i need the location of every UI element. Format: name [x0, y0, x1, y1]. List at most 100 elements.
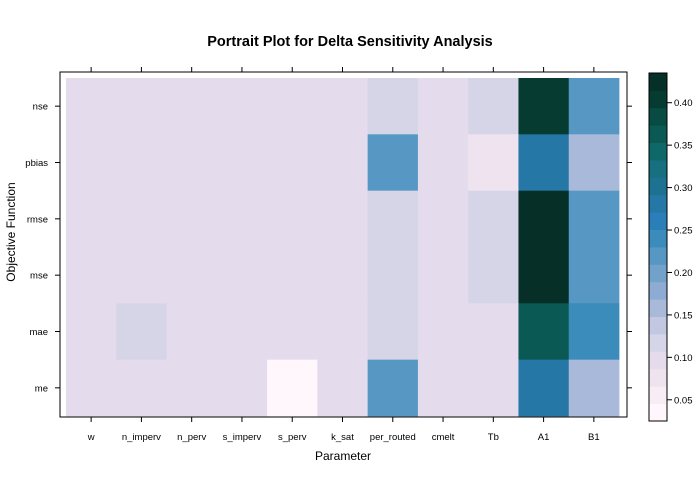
- heatmap-cell-mae-B1: [568, 303, 620, 361]
- heatmap-cell-rmse-s_perv: [267, 190, 318, 248]
- x-tick-label-k_sat: k_sat: [331, 432, 354, 443]
- x-tick-label-Tb: Tb: [488, 432, 499, 443]
- y-tick-label-nse: nse: [33, 102, 48, 113]
- heatmap-cell-mse-B1: [568, 247, 620, 304]
- colorbar-swatch: [649, 160, 667, 178]
- heatmap-cell-mae-A1: [518, 303, 570, 361]
- heatmap-cell-pbias-cmelt: [417, 134, 469, 192]
- colorbar-swatch: [649, 316, 667, 335]
- heatmap-cell-mae-s_perv: [267, 303, 318, 361]
- x-tick-label-s_perv: s_perv: [278, 432, 307, 443]
- heatmap-cell-rmse-cmelt: [417, 190, 469, 248]
- colorbar-tick-label: 0.35: [674, 141, 693, 152]
- heatmap-cell-mae-n_perv: [166, 303, 218, 361]
- heatmap-cell-rmse-per_routed: [367, 190, 419, 248]
- heatmap-cell-mse-k_sat: [317, 247, 369, 304]
- x-tick-label-A1: A1: [538, 432, 550, 443]
- heatmap-cell-me-n_perv: [166, 359, 218, 417]
- colorbar-tick-label: 0.20: [674, 268, 693, 279]
- heatmap-cell-me-k_sat: [317, 359, 369, 417]
- colorbar-swatch: [649, 368, 667, 387]
- heatmap-cell-me-n_imperv: [116, 359, 167, 417]
- x-tick-label-n_perv: n_perv: [177, 432, 206, 443]
- heatmap-cell-mae-per_routed: [367, 303, 419, 361]
- heatmap-cell-rmse-Tb: [468, 190, 519, 248]
- heatmap-cell-rmse-k_sat: [317, 190, 369, 248]
- heatmap-cell-nse-s_perv: [267, 78, 318, 135]
- colorbar-swatch: [649, 125, 667, 143]
- colorbar-swatch: [649, 351, 667, 370]
- heatmap-cell-nse-k_sat: [317, 78, 369, 135]
- colorbar-swatch: [649, 177, 667, 196]
- heatmap-area: w n_imperv n_perv s_imperv s_perv k_sat per_ro…: [25, 67, 632, 443]
- y-axis-label: Objective Function: [4, 182, 18, 281]
- heatmap-cell-mse-cmelt: [417, 247, 469, 304]
- heatmap-cell-me-w: [66, 359, 117, 417]
- y-tick-label-rmse: rmse: [27, 214, 48, 225]
- heatmap-cell-pbias-s_imperv: [216, 134, 268, 192]
- colorbar-tick-label: 0.05: [674, 395, 693, 406]
- heatmap-cell-pbias-per_routed: [367, 134, 419, 192]
- plot-frame: [59, 71, 628, 418]
- y-tick-label-mse: mse: [30, 271, 48, 282]
- x-tick-label-cmelt: cmelt: [432, 432, 455, 443]
- heatmap-cell-pbias-k_sat: [317, 134, 369, 192]
- heatmap-cell-nse-cmelt: [417, 78, 469, 135]
- colorbar-swatch: [649, 212, 667, 230]
- heatmap-cell-mse-s_perv: [267, 247, 318, 304]
- heatmap-cell-pbias-n_imperv: [116, 134, 167, 192]
- heatmap-cell-mse-A1: [518, 247, 570, 304]
- x-tick-label-s_imperv: s_imperv: [223, 432, 262, 443]
- heatmap-cell-mse-Tb: [468, 247, 519, 304]
- colorbar-frame: [648, 72, 668, 422]
- colorbar: 0.05 0.10 0.15 0.20 0.25 0.30 0.35 0.40: [648, 72, 693, 422]
- heatmap-cell-rmse-n_perv: [166, 190, 218, 248]
- colorbar-swatch: [649, 299, 667, 317]
- colorbar-swatch: [649, 281, 667, 300]
- colorbar-tick-label: 0.30: [674, 183, 693, 194]
- heatmap-cell-rmse-B1: [568, 190, 620, 248]
- colorbar-swatch: [649, 247, 667, 265]
- heatmap-cell-nse-n_perv: [166, 78, 218, 135]
- heatmap-cell-nse-B1: [568, 78, 620, 135]
- y-tick-label-me: me: [35, 383, 48, 394]
- heatmap-cell-mse-n_perv: [166, 247, 218, 304]
- heatmap-cell-me-per_routed: [367, 359, 419, 417]
- heatmap-cell-me-s_perv: [267, 359, 318, 417]
- heatmap-cell-rmse-w: [66, 190, 117, 248]
- heatmap-cell-mse-w: [66, 247, 117, 304]
- heatmap-cell-me-cmelt: [417, 359, 469, 417]
- x-tick-label-w: w: [87, 432, 95, 443]
- heatmap-cell-mse-s_imperv: [216, 247, 268, 304]
- heatmap-cell-nse-w: [66, 78, 117, 135]
- heatmap-cell-pbias-B1: [568, 134, 620, 192]
- x-tick-label-B1: B1: [588, 432, 600, 443]
- colorbar-swatch: [649, 334, 667, 352]
- heatmap-cell-mae-w: [66, 303, 117, 361]
- heatmap-cell-pbias-Tb: [468, 134, 519, 192]
- heatmap-cell-pbias-s_perv: [267, 134, 318, 192]
- colorbar-swatch: [649, 403, 667, 422]
- heatmap-cell-mse-per_routed: [367, 247, 419, 304]
- heatmap-cell-nse-n_imperv: [116, 78, 167, 135]
- colorbar-swatch: [649, 142, 667, 161]
- colorbar-tick-label: 0.15: [674, 310, 693, 321]
- heatmap-cell-mae-k_sat: [317, 303, 369, 361]
- colorbar-tick-label: 0.10: [674, 353, 693, 364]
- colorbar-swatch: [649, 90, 667, 109]
- colorbar-swatch: [649, 107, 667, 126]
- heatmap-cell-me-A1: [518, 359, 570, 417]
- heatmap-cell-nse-per_routed: [367, 78, 419, 135]
- heatmap-cell-nse-Tb: [468, 78, 519, 135]
- colorbar-swatch: [649, 386, 667, 404]
- heatmap-cell-nse-A1: [518, 78, 570, 135]
- chart-title: Portrait Plot for Delta Sensitivity Anal…: [207, 34, 493, 50]
- x-tick-label-per_routed: per_routed: [370, 432, 416, 443]
- colorbar-tick-label: 0.25: [674, 226, 693, 237]
- heatmap-cell-nse-s_imperv: [216, 78, 268, 135]
- heatmap-cell-rmse-A1: [518, 190, 570, 248]
- heatmap-cell-rmse-s_imperv: [216, 190, 268, 248]
- heatmap-cell-pbias-w: [66, 134, 117, 192]
- colorbar-swatch: [649, 229, 667, 248]
